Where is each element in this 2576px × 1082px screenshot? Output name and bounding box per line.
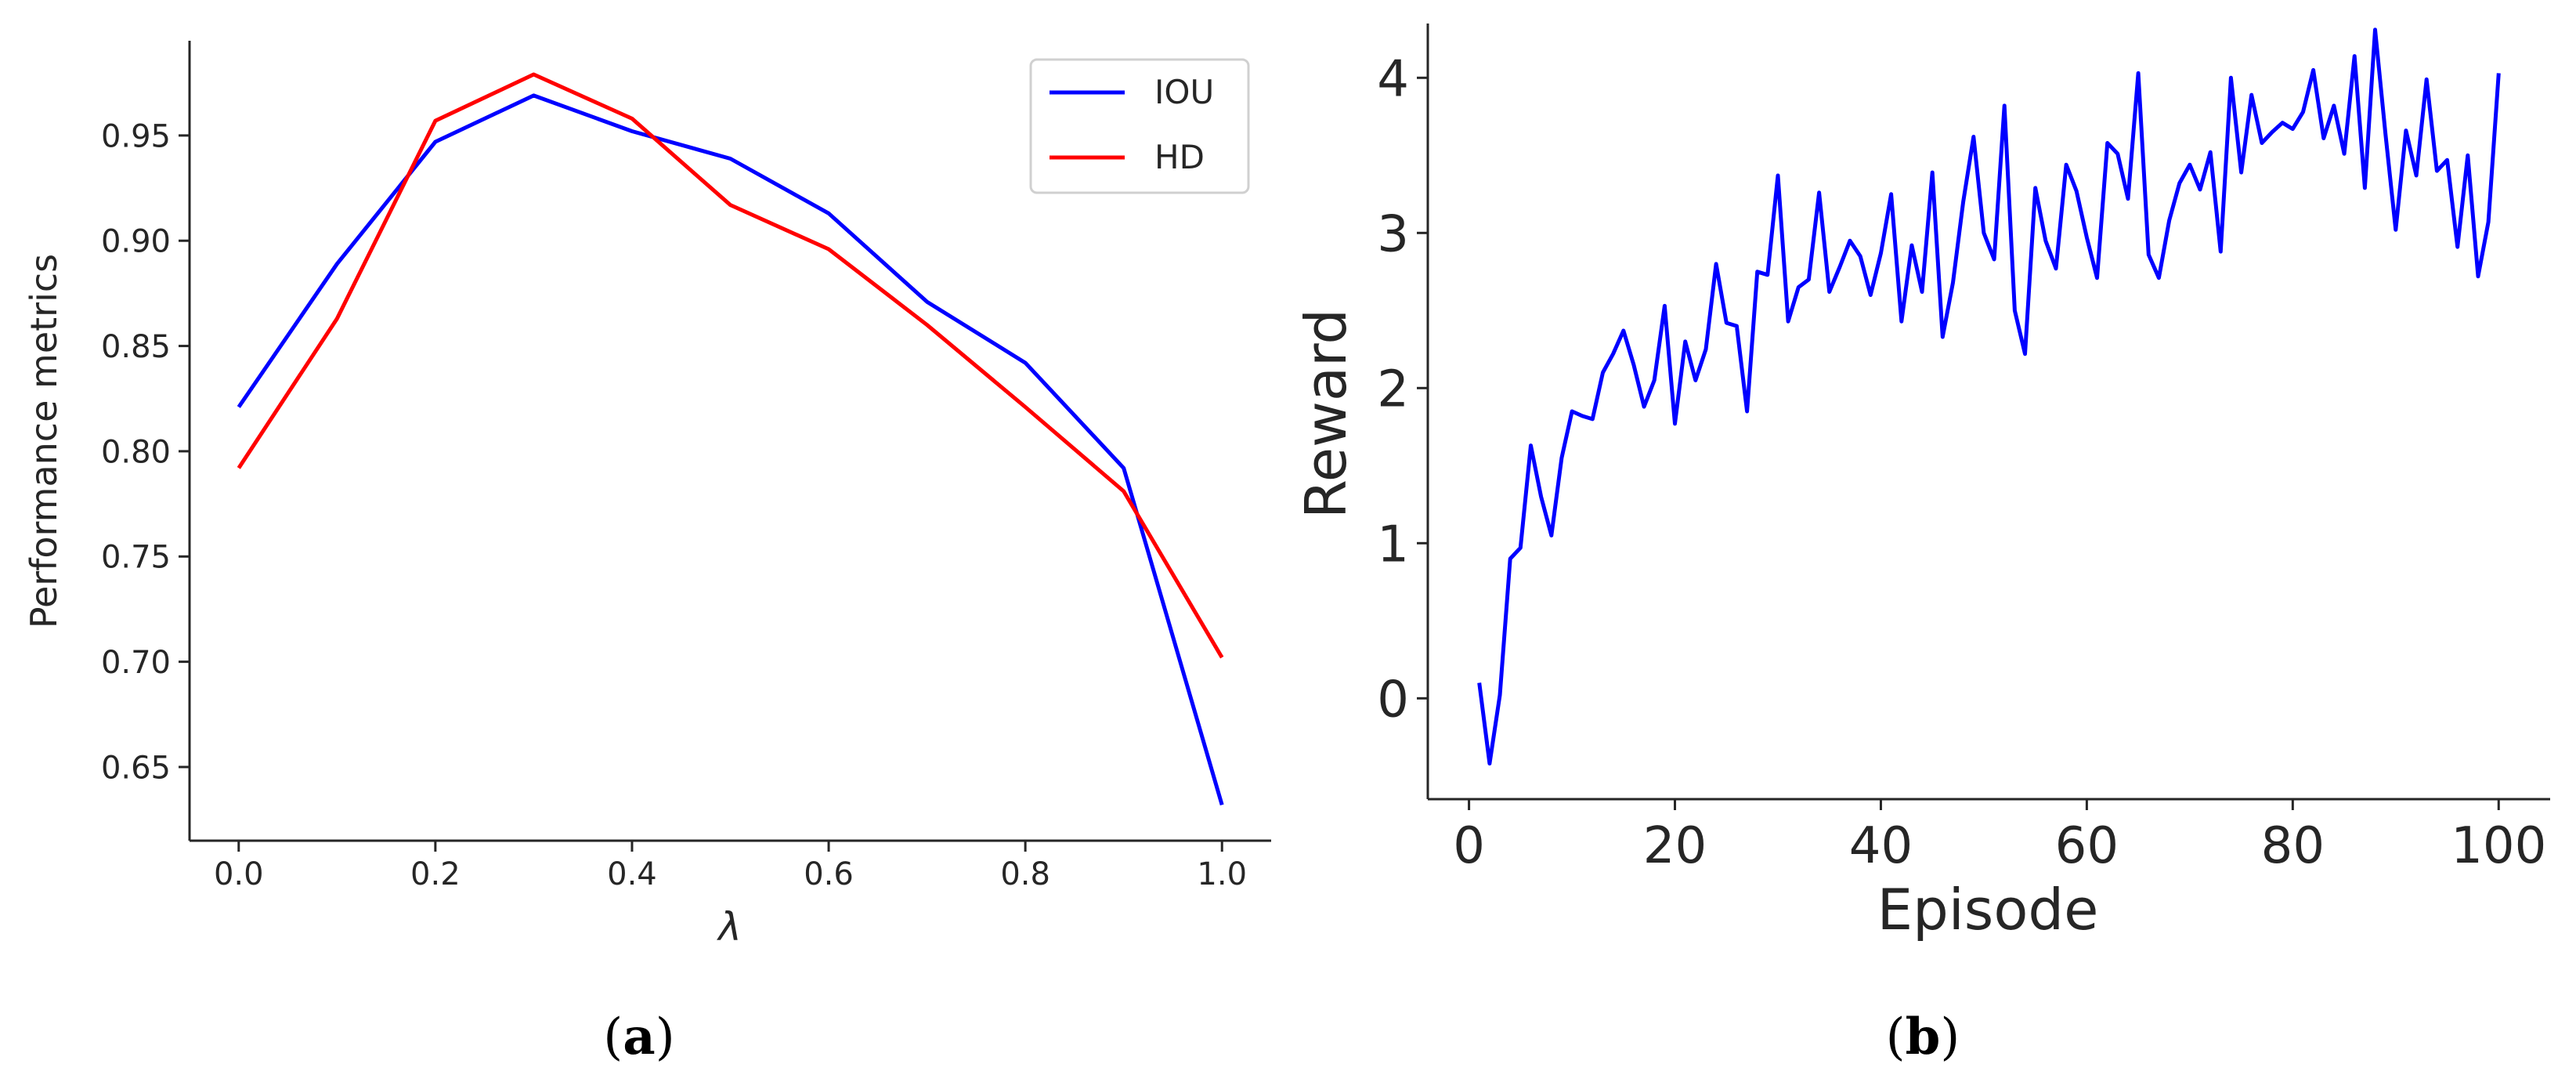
- panel-a-x-axis-title: λ: [716, 904, 742, 950]
- panel-a-y-axis-title: Performance metrics: [23, 254, 65, 628]
- panel-b-y-tick-label: 0: [1377, 671, 1409, 729]
- panel-a-y-tick-label: 0.70: [101, 645, 171, 681]
- panel-b-y-tick-label: 1: [1377, 516, 1409, 574]
- panel-a-caption: (a): [603, 1008, 674, 1066]
- panel-a-x-tick-label: 0.0: [214, 856, 264, 892]
- panel-a-y-tick-label: 0.75: [101, 540, 171, 576]
- panel-b-x-ticks: 0 20 40 60 80 100: [1453, 799, 2546, 875]
- panel-b-chart: 0 20 40 60 80 100 0 1 2 3 4 Reward Episode (b): [1293, 24, 2550, 1066]
- panel-a-y-tick-label: 0.85: [101, 329, 171, 365]
- panel-b-y-axis-title: Reward: [1293, 309, 1359, 519]
- panel-b-y-tick-label: 4: [1377, 50, 1409, 108]
- panel-b-x-tick-label: 60: [2055, 817, 2119, 875]
- panel-b-caption: (b): [1886, 1008, 1960, 1066]
- panel-a-x-ticks: 0.0 0.2 0.4 0.6 0.8 1.0: [214, 841, 1247, 892]
- panel-b-x-tick-label: 20: [1643, 817, 1707, 875]
- panel-a-y-tick-label: 0.65: [101, 750, 171, 786]
- panel-b-y-tick-label: 2: [1377, 360, 1409, 418]
- panel-b-series: [1477, 27, 2501, 765]
- panel-a-y-ticks: 0.65 0.70 0.75 0.80 0.85 0.90 0.95: [101, 118, 190, 786]
- panel-a-y-tick-label: 0.80: [101, 434, 171, 470]
- panel-a-y-tick-label: 0.95: [101, 118, 171, 154]
- panel-b-y-ticks: 0 1 2 3 4: [1377, 50, 1428, 729]
- panel-a-line-hd: [237, 72, 1224, 659]
- panel-a-x-tick-label: 0.4: [607, 856, 657, 892]
- legend-label-hd: HD: [1154, 138, 1205, 176]
- panel-a-legend: IOU HD: [1029, 58, 1250, 194]
- panel-b-x-tick-label: 0: [1453, 817, 1485, 875]
- panel-a-x-tick-label: 1.0: [1197, 856, 1247, 892]
- panel-b-x-tick-label: 100: [2451, 817, 2546, 875]
- panel-b-line-reward: [1477, 27, 2501, 765]
- panel-b-x-tick-label: 80: [2261, 817, 2325, 875]
- panel-a-series: [237, 72, 1224, 806]
- panel-b-x-tick-label: 40: [1849, 817, 1913, 875]
- legend-box: [1029, 58, 1250, 194]
- panel-a-chart: 0.0 0.2 0.4 0.6 0.8 1.0 0.650.700.750.800.850…: [23, 41, 1271, 1066]
- panel-b-y-tick-label: 3: [1377, 205, 1409, 263]
- panel-a-y-tick-label: 0.90: [101, 224, 171, 260]
- panel-a-x-tick-label: 0.2: [410, 856, 461, 892]
- legend-label-iou: IOU: [1154, 73, 1214, 111]
- panel-a-x-tick-label: 0.6: [804, 856, 854, 892]
- panel-a-x-tick-label: 0.8: [1000, 856, 1050, 892]
- panel-b-x-axis-title: Episode: [1877, 877, 2099, 943]
